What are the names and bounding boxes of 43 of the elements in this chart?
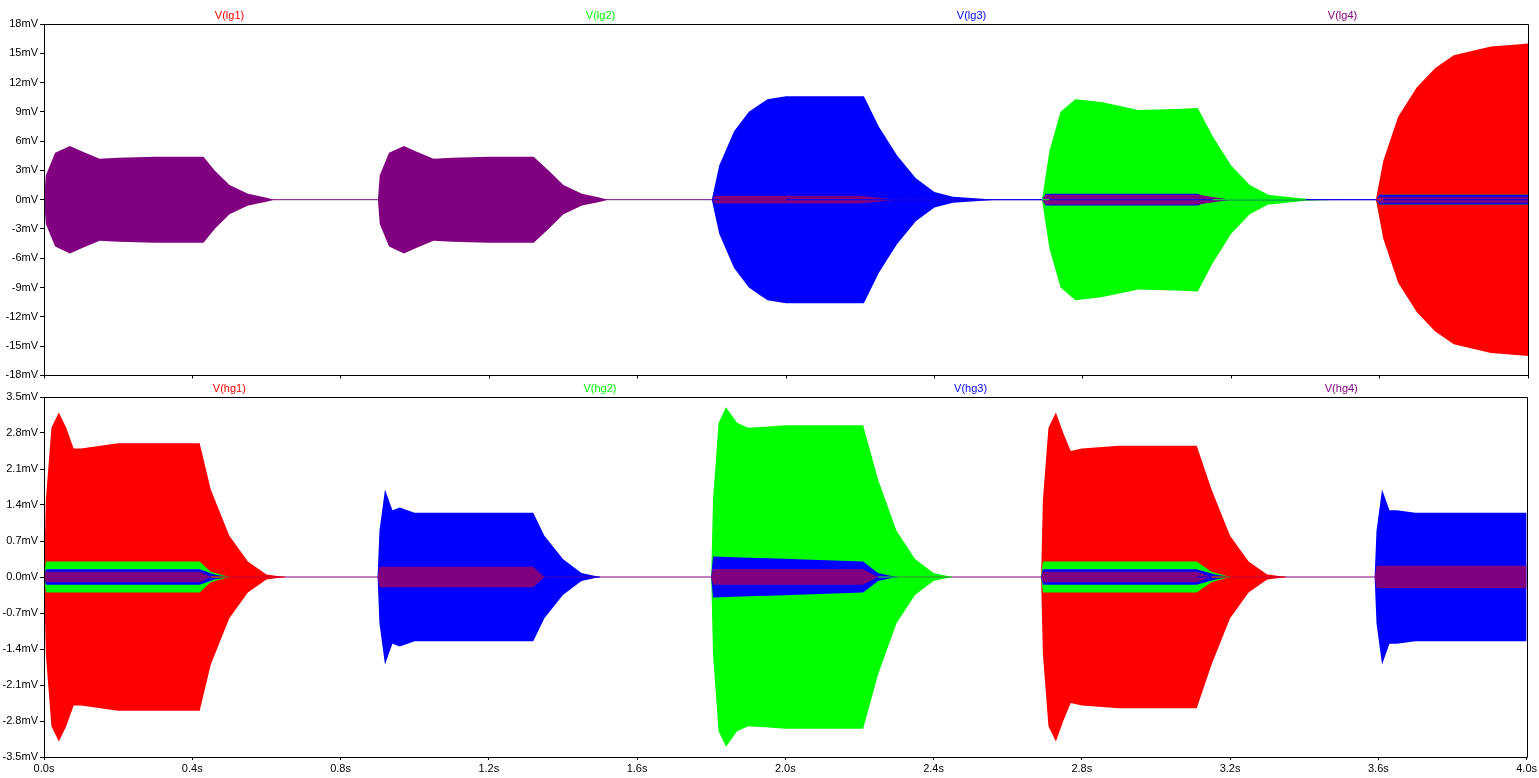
y-tick-label: 12mV bbox=[9, 75, 39, 88]
x-tick-label: 4.0s bbox=[1516, 761, 1538, 774]
y-tick-label: -2.1mV bbox=[2, 678, 39, 691]
y-tick-label: -2.8mV bbox=[2, 714, 39, 727]
text: V(hg2) bbox=[583, 381, 617, 394]
y-tick-label: 9mV bbox=[15, 104, 39, 117]
x-tick-label: 0.8s bbox=[330, 761, 352, 774]
x-tick-label: 2.0s bbox=[774, 761, 797, 774]
y-tick-label: 0.7mV bbox=[6, 534, 39, 547]
x-tick-label: 0.0s bbox=[33, 761, 55, 774]
x-tick-label: 0.4s bbox=[181, 761, 204, 774]
y-tick-label: -12mV bbox=[5, 309, 39, 322]
y-tick-label: 6mV bbox=[15, 134, 39, 147]
text: V(lg4) bbox=[1327, 8, 1358, 21]
text: V(hg3) bbox=[954, 381, 988, 394]
y-tick-label: -9mV bbox=[11, 280, 39, 293]
y-tick-label: -6mV bbox=[11, 251, 39, 264]
text: V(lg2) bbox=[585, 8, 616, 21]
y-tick-label: -3mV bbox=[11, 222, 39, 235]
y-tick-label: 0.0mV bbox=[6, 570, 39, 583]
y-tick-label: -1.4mV bbox=[2, 642, 39, 655]
y-tick-label: 0mV bbox=[15, 192, 39, 205]
y-tick-label: -15mV bbox=[5, 339, 39, 352]
y-tick-label: 18mV bbox=[9, 17, 39, 30]
x-tick-label: 3.6s bbox=[1367, 761, 1390, 774]
y-tick-label: -3.5mV bbox=[2, 750, 39, 763]
y-tick-label: -18mV bbox=[5, 368, 39, 381]
x-tick-label: 1.6s bbox=[626, 761, 648, 774]
y-tick-label: 3mV bbox=[15, 163, 39, 176]
text: V(hg4) bbox=[1324, 381, 1358, 394]
y-tick-label: 2.1mV bbox=[6, 462, 39, 475]
y-tick-label: 1.4mV bbox=[6, 498, 39, 511]
y-tick-label: 2.8mV bbox=[6, 426, 39, 439]
text: V(lg3) bbox=[956, 8, 987, 21]
x-tick-label: 1.2s bbox=[478, 761, 500, 774]
y-tick-label: 3.5mV bbox=[6, 390, 39, 403]
x-tick-label: 2.8s bbox=[1071, 761, 1093, 774]
y-tick-label: -0.7mV bbox=[2, 606, 39, 619]
text: V(hg1) bbox=[212, 381, 246, 394]
x-tick-label: 3.2s bbox=[1219, 761, 1241, 774]
x-tick-label: 2.4s bbox=[923, 761, 945, 774]
y-tick-label: 15mV bbox=[9, 46, 39, 59]
text: V(lg1) bbox=[214, 8, 245, 21]
